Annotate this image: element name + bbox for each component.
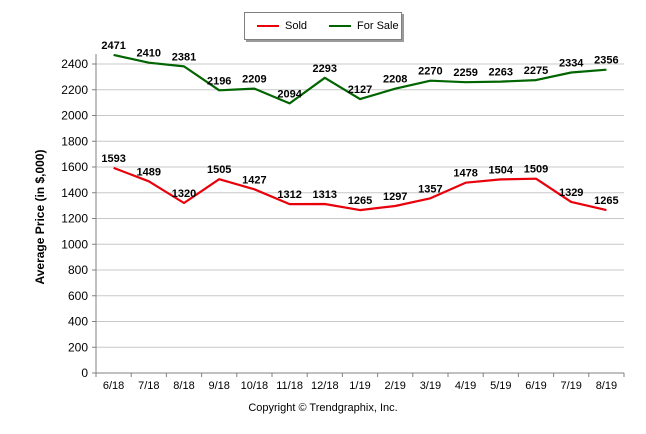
y-tick-label: 1800 xyxy=(61,134,88,148)
y-tick-label: 1000 xyxy=(61,237,88,251)
data-label-for-sale: 2410 xyxy=(137,48,161,60)
data-label-for-sale: 2259 xyxy=(453,67,477,79)
x-tick-label: 7/19 xyxy=(560,380,581,392)
y-axis-title: Average Price (in $,000) xyxy=(33,149,47,285)
copyright-footer: Copyright © Trendgraphix, Inc. xyxy=(248,402,398,414)
data-label-sold: 1265 xyxy=(348,195,372,207)
y-tick-label: 2000 xyxy=(61,109,88,123)
x-tick-labels: 6/18 7/18 8/18 9/18 10/18 11/18 12/18 1/19 2/19 3… xyxy=(103,380,617,392)
data-label-sold: 1509 xyxy=(524,164,548,176)
data-label-sold: 1320 xyxy=(172,188,196,200)
legend-item-sold: Sold xyxy=(257,20,307,32)
y-tick-label: 200 xyxy=(68,340,88,354)
data-label-for-sale: 2334 xyxy=(559,57,584,69)
y-tick-label: 2400 xyxy=(61,57,88,71)
y-tick-labels: 0 200 400 600 800 1000 1200 1400 1600 1800 2000 220… xyxy=(61,57,88,380)
data-label-for-sale: 2209 xyxy=(242,74,266,86)
data-label-for-sale: 2275 xyxy=(524,65,548,77)
y-tick-label: 0 xyxy=(81,366,88,380)
x-tick-label: 9/18 xyxy=(208,380,229,392)
data-label-sold: 1504 xyxy=(489,164,514,176)
axes xyxy=(92,54,625,377)
data-label-for-sale: 2263 xyxy=(489,67,513,79)
data-label-sold: 1312 xyxy=(277,189,301,201)
data-labels: 1593 1489 1320 1505 1427 1312 1313 1265 1297 1357… xyxy=(101,40,618,207)
data-label-for-sale: 2270 xyxy=(418,66,442,78)
series-lines xyxy=(113,53,607,212)
legend-swatch-for-sale xyxy=(329,25,352,27)
data-label-for-sale: 2356 xyxy=(594,55,618,67)
data-label-sold: 1478 xyxy=(453,168,477,180)
x-tick-label: 4/19 xyxy=(455,380,476,392)
y-tick-label: 800 xyxy=(68,263,88,277)
data-label-for-sale: 2127 xyxy=(348,84,372,96)
x-tick-label: 8/19 xyxy=(596,380,617,392)
x-tick-label: 6/18 xyxy=(103,380,124,392)
x-tick-label: 8/18 xyxy=(173,380,194,392)
x-tick-label: 6/19 xyxy=(525,380,546,392)
y-tick-label: 2200 xyxy=(61,83,88,97)
y-tick-label: 1400 xyxy=(61,186,88,200)
data-label-sold: 1427 xyxy=(242,174,266,186)
y-tick-label: 1600 xyxy=(61,160,88,174)
legend-label-for-sale: For Sale xyxy=(357,20,399,32)
data-label-sold: 1489 xyxy=(137,166,161,178)
data-label-sold: 1593 xyxy=(101,153,125,165)
data-label-for-sale: 2381 xyxy=(172,51,196,63)
data-label-sold: 1505 xyxy=(207,164,231,176)
data-label-sold: 1265 xyxy=(594,195,618,207)
y-tick-label: 400 xyxy=(68,315,88,329)
x-tick-label: 1/19 xyxy=(349,380,370,392)
data-label-sold: 1313 xyxy=(313,189,337,201)
data-label-for-sale: 2471 xyxy=(101,40,125,52)
x-tick-label: 7/18 xyxy=(138,380,159,392)
legend: Sold For Sale xyxy=(244,12,402,40)
x-tick-label: 2/19 xyxy=(384,380,405,392)
data-label-for-sale: 2208 xyxy=(383,74,407,86)
gridlines xyxy=(96,63,624,348)
data-label-sold: 1357 xyxy=(418,183,442,195)
y-tick-label: 1200 xyxy=(61,212,88,226)
x-tick-label: 12/18 xyxy=(311,380,339,392)
data-label-sold: 1297 xyxy=(383,191,407,203)
x-tick-label: 10/18 xyxy=(241,380,269,392)
data-label-for-sale: 2094 xyxy=(277,88,302,100)
data-label-for-sale: 2293 xyxy=(313,63,337,75)
legend-item-for-sale: For Sale xyxy=(329,20,399,32)
legend-swatch-sold xyxy=(257,25,279,27)
x-tick-label: 3/19 xyxy=(420,380,441,392)
data-label-sold: 1329 xyxy=(559,187,583,199)
x-tick-label: 5/19 xyxy=(490,380,511,392)
y-tick-label: 600 xyxy=(68,289,88,303)
data-label-for-sale: 2196 xyxy=(207,75,231,87)
legend-label-sold: Sold xyxy=(285,20,308,32)
x-tick-label: 11/18 xyxy=(276,380,303,392)
